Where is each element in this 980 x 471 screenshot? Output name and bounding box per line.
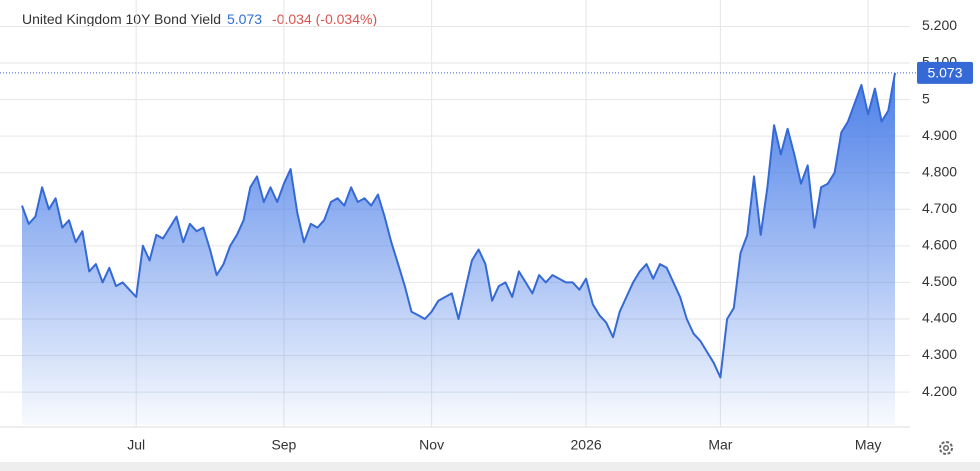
y-tick-label: 4.500 [922, 273, 957, 289]
change: -0.034 (-0.034%) [272, 11, 377, 27]
y-tick-label: 5 [922, 90, 930, 106]
y-tick-label: 4.700 [922, 200, 957, 216]
gear-outer [939, 441, 953, 455]
last-value-box [917, 61, 973, 84]
last-value-label: 5.073 [927, 65, 962, 81]
y-tick-label: 4.400 [922, 310, 957, 326]
y-tick-label: 5.200 [922, 17, 957, 33]
chart-title: United Kingdom 10Y Bond Yield [22, 11, 221, 27]
settings-icon[interactable] [939, 441, 953, 455]
y-tick-label: 4.800 [922, 163, 957, 179]
y-tick-label: 4.900 [922, 127, 957, 143]
bottom-strip [0, 462, 980, 471]
area [22, 72, 895, 426]
gear-inner [942, 444, 950, 452]
x-tick-label: Jul [127, 437, 145, 453]
x-tick-label: Nov [419, 437, 444, 453]
chart-header: United Kingdom 10Y Bond Yield 5.073 -0.034… [22, 11, 377, 27]
last-value: 5.073 [227, 11, 262, 27]
x-tick-label: May [855, 437, 881, 453]
line [21, 72, 896, 379]
x-tick-label: Mar [708, 437, 732, 453]
y-tick-label: 4.600 [922, 237, 957, 253]
x-tick-label: 2026 [571, 437, 602, 453]
x-tick-label: Sep [271, 437, 296, 453]
y-tick-label: 4.300 [922, 346, 957, 362]
y-tick-label: 4.200 [922, 383, 957, 399]
